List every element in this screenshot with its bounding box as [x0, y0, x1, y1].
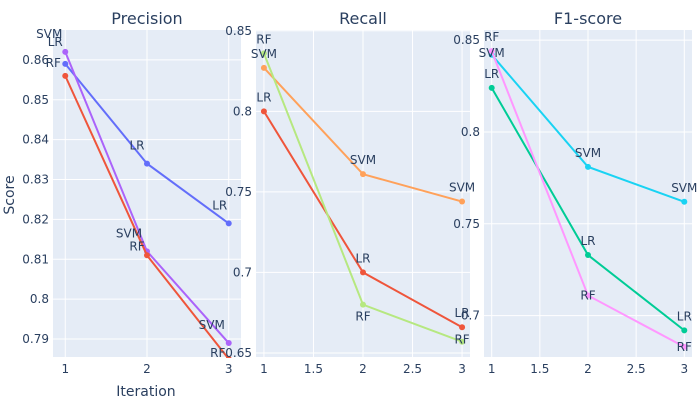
recall-lr-point: [360, 269, 366, 276]
f1-score-x-tick-label: 1.5: [530, 362, 549, 376]
f1-score-svm-point: [681, 198, 688, 205]
precision-lr-point-label: LR: [48, 35, 63, 49]
recall-rf-point: [360, 301, 366, 308]
f1-score-rf-point-label: RF: [580, 288, 595, 302]
x-axis-title: Iteration: [116, 384, 175, 400]
recall-lr-point: [260, 108, 267, 115]
f1-score-lr-point-label: LR: [580, 234, 595, 248]
recall-svm-point: [459, 198, 466, 205]
precision-rf-point-label: RF: [46, 56, 61, 70]
precision-y-tick-label: 0.86: [22, 53, 49, 67]
recall-x-tick-label: 1.5: [304, 362, 323, 376]
precision-y-tick-label: 0.83: [22, 173, 49, 187]
precision-rf-point: [62, 72, 69, 79]
precision-lr-point-label: LR: [129, 139, 144, 153]
f1-score-rf-point-label: RF: [677, 340, 692, 354]
recall-lr-point-label: LR: [256, 90, 271, 104]
f1-score-svm-point-label: SVM: [575, 146, 601, 160]
recall-y-tick-label: 0.85: [225, 24, 252, 38]
precision-title: Precision: [111, 9, 182, 28]
precision-svm-point-label: SVM: [36, 27, 62, 41]
f1-score-y-tick-label: 0.8: [461, 125, 480, 139]
precision-rf-point-label: RF: [129, 239, 144, 253]
f1-score-rf-point: [585, 292, 591, 299]
f1-score-y-tick-label: 0.7: [461, 309, 480, 323]
recall-rf-point-label: RF: [454, 333, 469, 347]
f1-score-svm-point: [585, 163, 591, 170]
f1-score-x-tick-label: 2.5: [627, 362, 646, 376]
f1-score-rf-point: [488, 48, 495, 55]
precision-panel: 1 2 3 0.79 0.8 0.81 0.82 0.83 0.84 0.85 0.86 Precis…: [22, 9, 241, 376]
y-axis-title: Score: [2, 175, 18, 214]
f1-score-title: F1-score: [554, 9, 622, 28]
recall-x-tick-label: 2.5: [403, 362, 422, 376]
recall-x-tick-label: 1: [260, 362, 268, 376]
precision-y-tick-label: 0.79: [22, 332, 49, 346]
recall-y-tick-label: 0.75: [225, 185, 252, 199]
precision-y-tick-label: 0.84: [22, 133, 49, 147]
f1-score-x-tick-label: 1: [488, 362, 496, 376]
f1-score-y-tick-label: 0.75: [453, 217, 480, 231]
precision-y-tick-label: 0.82: [22, 212, 49, 226]
f1-score-x-tick-label: 2: [584, 362, 592, 376]
f1-score-y-tick-label: 0.85: [453, 33, 480, 47]
precision-y-tick-label: 0.8: [30, 292, 49, 306]
recall-lr-point-label: LR: [355, 251, 370, 265]
precision-svm-point: [62, 48, 69, 55]
recall-y-tick-label: 0.7: [233, 265, 252, 279]
recall-rf-point: [459, 338, 466, 345]
f1-score-lr-point: [585, 252, 591, 259]
recall-svm-point-label: SVM: [449, 181, 475, 195]
precision-x-tick-label: 1: [61, 362, 69, 376]
precision-rf-point-label: RF: [210, 346, 225, 360]
precision-x-tick-label: 3: [225, 362, 233, 376]
recall-svm-point: [360, 171, 366, 178]
precision-lr-point: [144, 160, 150, 167]
recall-rf-point-label: RF: [256, 32, 271, 46]
recall-title: Recall: [339, 9, 387, 28]
precision-y-tick-label: 0.81: [22, 252, 49, 266]
recall-svm-point: [260, 64, 267, 71]
f1-score-rf-point: [681, 343, 688, 350]
f1-score-series-group: [488, 48, 688, 350]
f1-score-svm-point-label: SVM: [671, 181, 697, 195]
recall-rf-point-label: RF: [355, 310, 370, 324]
precision-svm-point: [225, 340, 232, 347]
f1-score-lr-point: [488, 84, 495, 91]
precision-x-tick-label: 2: [143, 362, 151, 376]
f1-score-x-tick-label: 3: [680, 362, 688, 376]
precision-series-group: [62, 48, 232, 358]
recall-lr-point-label: LR: [455, 306, 470, 320]
f1-score-lr-point: [681, 327, 688, 334]
f1-score-svm-point-label: SVM: [479, 46, 505, 60]
precision-rf-point: [225, 355, 232, 358]
recall-svm-point-label: SVM: [350, 153, 376, 167]
recall-lr-point: [459, 324, 466, 331]
precision-svm-point-label: SVM: [199, 318, 225, 332]
precision-lr-point: [225, 220, 232, 227]
f1-score-rf-point-label: RF: [484, 30, 499, 44]
precision-lr-point: [62, 60, 69, 67]
f1-score-lr-point-label: LR: [677, 309, 692, 323]
recall-rf-point: [260, 50, 267, 57]
precision-lr-point-label: LR: [212, 198, 227, 212]
f1-score-panel: 1 1.5 2 2.5 3 0.7 0.75 0.8 0.85 F1-score LR LR LR SVM…: [453, 9, 697, 376]
precision-svm-point-label: SVM: [116, 226, 142, 240]
recall-panel: 1 1.5 2 2.5 3 0.65 0.7 0.75 0.8 0.85 Recall LR LR LR S…: [225, 9, 475, 376]
precision-rf-point: [144, 252, 150, 259]
precision-y-tick-label: 0.85: [22, 93, 49, 107]
recall-x-tick-label: 3: [458, 362, 466, 376]
f1-score-lr-point-label: LR: [484, 67, 499, 81]
recall-svm-point-label: SVM: [251, 47, 277, 61]
recall-y-tick-label: 0.8: [233, 104, 252, 118]
recall-x-tick-label: 2: [359, 362, 367, 376]
recall-y-tick-label: 0.65: [225, 346, 252, 360]
recall-series-group: [260, 50, 466, 345]
